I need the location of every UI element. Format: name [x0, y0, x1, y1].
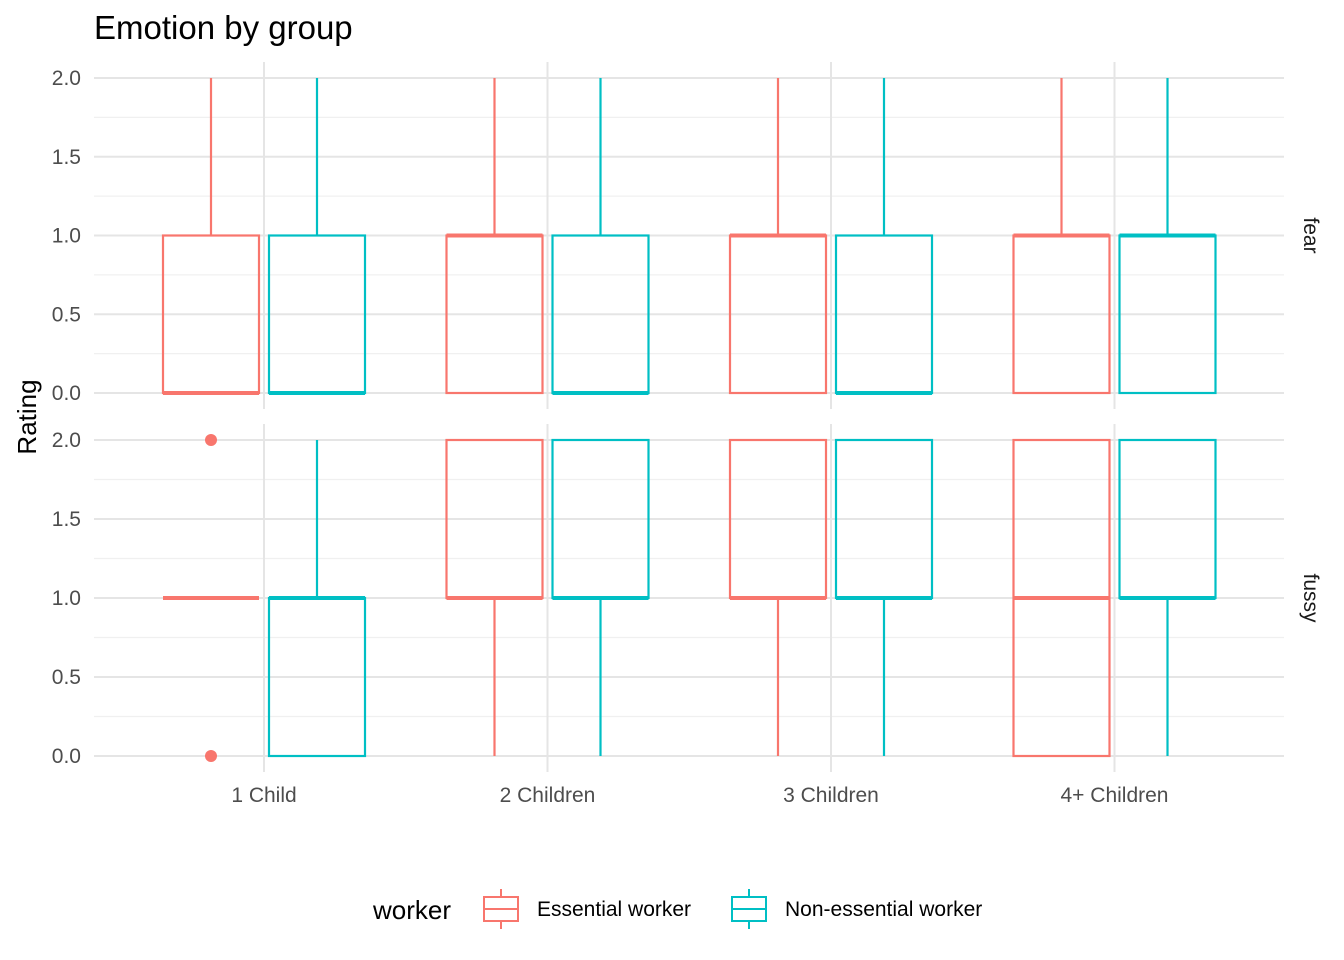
legend: worker Essential worker Non-essential wo…	[372, 889, 982, 929]
legend-keys	[483, 889, 767, 929]
y-tick-label: 0.5	[52, 666, 81, 689]
legend-key-essential	[483, 889, 519, 929]
y-tick-label: 0.5	[52, 303, 81, 326]
boxplot-box	[1118, 78, 1217, 395]
boxplot-box	[267, 78, 367, 395]
boxplot-box	[1012, 438, 1111, 758]
y-tick-label: 2.0	[52, 67, 81, 90]
facet-strip-label: fear	[1299, 217, 1322, 253]
x-tick-label: 4+ Children	[1061, 784, 1169, 807]
y-tick-label: 0.0	[52, 745, 81, 768]
boxplot-box	[1012, 78, 1111, 395]
x-tick-label: 1 Child	[231, 784, 296, 807]
outlier-point	[205, 434, 217, 446]
boxplot-box	[445, 78, 544, 395]
axis-layer: 0.0 0.5 1.0 1.5 2.0 fear 0.0 0.5 1.0 1.5 2.0 fussy 1…	[52, 67, 1322, 807]
grid-layer	[94, 62, 1284, 772]
legend-label-essential: Essential worker	[537, 898, 691, 921]
boxplot-box	[728, 78, 828, 395]
y-axis-label: Rating	[12, 379, 42, 454]
marks-layer	[161, 78, 1217, 762]
x-tick-label: 3 Children	[783, 784, 879, 807]
x-tick-label: 2 Children	[500, 784, 596, 807]
chart-title: Emotion by group	[94, 9, 353, 46]
boxplot-box	[728, 438, 828, 756]
y-tick-label: 1.5	[52, 508, 81, 531]
y-tick-label: 2.0	[52, 429, 81, 452]
facet-strip-label: fussy	[1299, 573, 1322, 623]
y-tick-label: 1.0	[52, 225, 81, 248]
boxplot-box	[834, 78, 934, 395]
legend-key-non-essential	[731, 889, 767, 929]
boxplot-box	[163, 434, 259, 762]
boxplot-box	[834, 438, 934, 756]
legend-title: worker	[372, 895, 451, 925]
outlier-point	[205, 750, 217, 762]
boxplot-box	[551, 78, 650, 395]
boxplot-box	[1118, 438, 1217, 756]
boxplot-box	[551, 438, 650, 756]
y-tick-label: 0.0	[52, 382, 81, 405]
boxplot-box	[267, 440, 367, 758]
y-tick-label: 1.5	[52, 146, 81, 169]
legend-label-non-essential: Non-essential worker	[785, 898, 982, 921]
boxplot-box	[445, 438, 544, 756]
boxplot-box	[161, 78, 261, 395]
y-tick-label: 1.0	[52, 587, 81, 610]
